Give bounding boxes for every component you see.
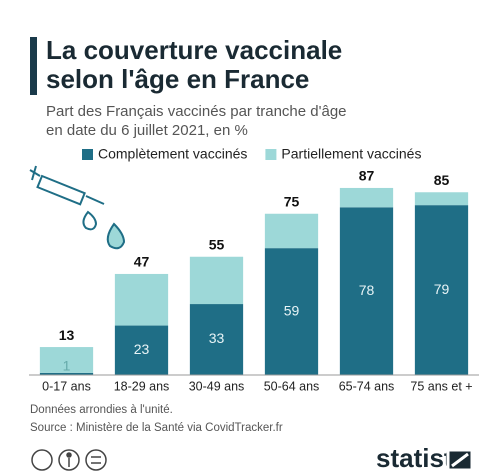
total-label: 47 (134, 254, 150, 270)
segment-label: 33 (209, 330, 225, 346)
note: Données arrondies à l'unité. (30, 404, 173, 416)
cc-icons (31, 449, 107, 471)
x-tick-label: 75 ans et + (410, 379, 472, 393)
chart-subtitle: en date du 6 juillet 2021, en % (46, 122, 248, 139)
bar-segment (339, 187, 394, 208)
total-label: 55 (209, 236, 225, 252)
total-label: 75 (284, 193, 300, 209)
syringe-icon (29, 165, 126, 250)
x-tick-label: 0-17 ans (42, 379, 91, 393)
total-label: 85 (434, 172, 450, 188)
bar-segment (414, 192, 469, 206)
legend-swatch (82, 149, 93, 160)
bar-segment (39, 372, 94, 375)
segment-label: 79 (434, 281, 450, 297)
bar-segment (339, 207, 394, 375)
legend-label: Complètement vaccinés (98, 146, 247, 162)
x-tick-label: 18-29 ans (114, 379, 170, 393)
title-accent (30, 37, 37, 95)
x-tick-label: 65-74 ans (339, 379, 395, 393)
segment-label: 23 (134, 341, 150, 357)
legend-label: Partiellement vaccinés (281, 146, 421, 162)
bar-segment (264, 213, 319, 249)
x-tick-label: 50-64 ans (264, 379, 320, 393)
segment-label: 59 (284, 302, 300, 318)
chart-title: La couverture vaccinale (46, 35, 342, 65)
legend-swatch (265, 149, 277, 160)
segment-label: 78 (359, 282, 375, 298)
bar-segment (414, 205, 469, 375)
bar-segment (189, 304, 244, 375)
bar-segment (114, 325, 169, 375)
total-label: 13 (59, 327, 75, 343)
x-tick-label: 30-49 ans (189, 379, 245, 393)
chart-title: selon l'âge en France (46, 64, 309, 94)
bar-segment (264, 248, 319, 375)
note: Source : Ministère de la Santé via Covid… (30, 422, 283, 434)
total-label: 87 (359, 168, 375, 184)
bar-segment (114, 273, 169, 326)
bar-segment (39, 347, 94, 373)
segment-label: 1 (63, 358, 71, 374)
bar-segment (189, 256, 244, 305)
logo-mark (446, 448, 474, 472)
chart-subtitle: Part des Français vaccinés par tranche d… (46, 103, 347, 120)
